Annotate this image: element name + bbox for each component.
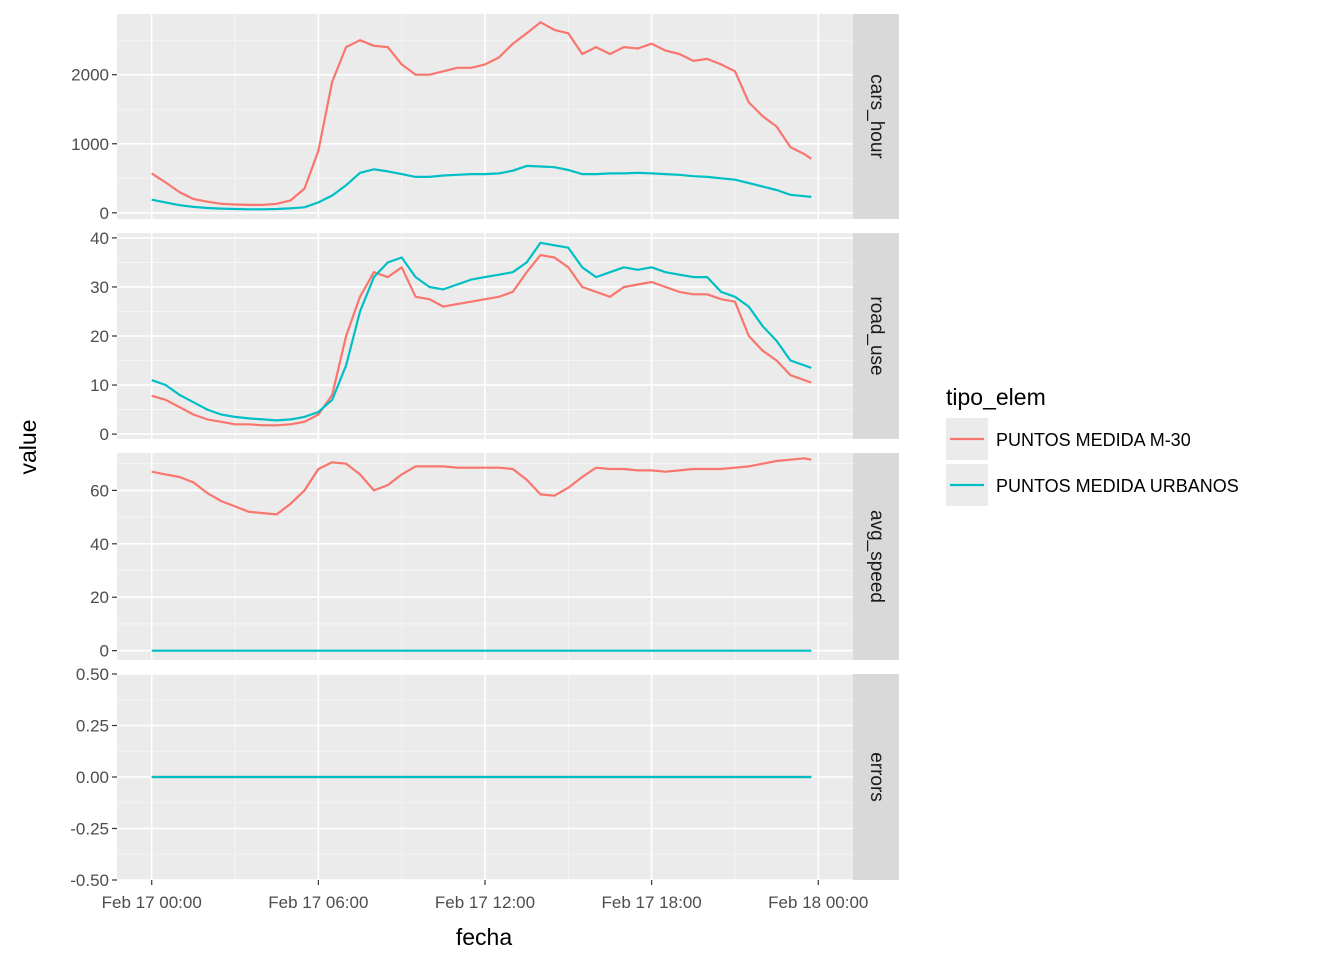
facet-strip-label: errors bbox=[866, 752, 887, 802]
facet-errors: -0.50 -0.25 0.00 0.25 0.50 errors bbox=[70, 665, 899, 890]
facet-strip bbox=[853, 233, 899, 439]
y-tick-label: 2000 bbox=[71, 66, 109, 85]
legend-label-urbanos: PUNTOS MEDIDA URBANOS bbox=[996, 476, 1239, 496]
y-tick-label: 0.00 bbox=[76, 768, 109, 787]
y-tick-label: 60 bbox=[90, 481, 109, 500]
series-line-road-use-puntos-medida-urbanos bbox=[151, 241, 812, 422]
y-tick-label: 0.50 bbox=[76, 665, 109, 684]
y-tick-label: -0.25 bbox=[70, 820, 109, 839]
x-tick-label: Feb 17 18:00 bbox=[602, 893, 702, 912]
legend: tipo_elem PUNTOS MEDIDA M-30 PUNTOS MEDI… bbox=[946, 384, 1239, 506]
y-tick-label: 0 bbox=[100, 642, 109, 661]
series-line-avg-speed-puntos-medida-m-30 bbox=[151, 457, 812, 516]
facet-avg-speed: 0 20 40 60 avg_speed bbox=[90, 453, 899, 661]
facet-strip bbox=[853, 14, 899, 219]
y-axis-title: value bbox=[15, 420, 41, 475]
y-tick-label: 1000 bbox=[71, 135, 109, 154]
facet-strip-label: cars_hour bbox=[866, 74, 887, 159]
series-line-cars-hour-puntos-medida-m-30 bbox=[151, 21, 812, 206]
y-tick-label: 0.25 bbox=[76, 717, 109, 736]
legend-title: tipo_elem bbox=[946, 384, 1046, 410]
facet-strip-label: road_use bbox=[866, 296, 887, 375]
y-tick-label: 40 bbox=[90, 535, 109, 554]
facet-cars-hour: 0 1000 2000 cars_hour bbox=[71, 14, 899, 223]
facet-strip-label: avg_speed bbox=[866, 510, 887, 603]
series-line-road-use-puntos-medida-m-30 bbox=[151, 254, 812, 427]
facet-panels: 0 1000 2000 cars_hour 0 10 20 30 40 road_use 0 20 40… bbox=[70, 14, 899, 890]
y-tick-label: -0.50 bbox=[70, 871, 109, 890]
y-tick-label: 40 bbox=[90, 229, 109, 248]
y-tick-label: 20 bbox=[90, 588, 109, 607]
y-tick-label: 20 bbox=[90, 327, 109, 346]
x-tick-label: Feb 18 00:00 bbox=[768, 893, 868, 912]
legend-label-m30: PUNTOS MEDIDA M-30 bbox=[996, 430, 1191, 450]
x-tick-label: Feb 17 06:00 bbox=[268, 893, 368, 912]
y-tick-label: 10 bbox=[90, 376, 109, 395]
y-tick-label: 0 bbox=[100, 204, 109, 223]
x-tick-label: Feb 17 12:00 bbox=[435, 893, 535, 912]
x-axis-title: fecha bbox=[456, 924, 512, 950]
x-tick-label: Feb 17 00:00 bbox=[102, 893, 202, 912]
facet-road-use: 0 10 20 30 40 road_use bbox=[90, 229, 899, 444]
series-line-cars-hour-puntos-medida-urbanos bbox=[151, 164, 812, 211]
x-axis: Feb 17 00:00 Feb 17 06:00 Feb 17 12:00 Feb … bbox=[102, 880, 868, 912]
y-tick-label: 30 bbox=[90, 278, 109, 297]
y-tick-label: 0 bbox=[100, 425, 109, 444]
facet-strip bbox=[853, 674, 899, 880]
facet-strip bbox=[853, 453, 899, 660]
